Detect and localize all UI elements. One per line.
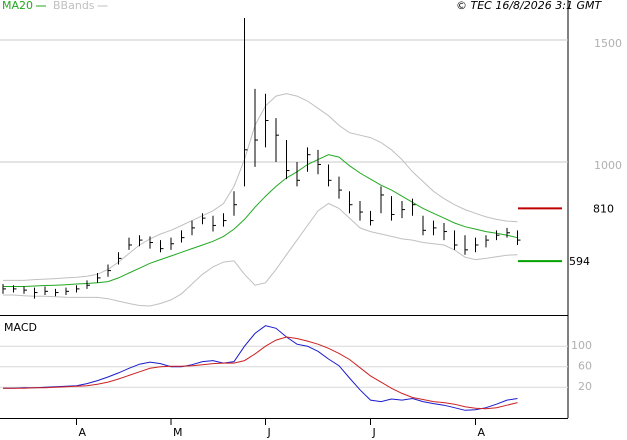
macd-title: MACD <box>4 321 37 334</box>
x-tick-label: A <box>79 426 87 439</box>
macd-line <box>3 325 518 411</box>
macd-line <box>3 336 518 410</box>
bband-upper <box>3 93 518 281</box>
y-tick-label: 20 <box>578 380 592 393</box>
y-tick-label: 1000 <box>594 159 622 172</box>
level-label: 594 <box>569 255 590 268</box>
ma-line <box>3 154 518 287</box>
y-tick-label: 100 <box>571 339 592 352</box>
legend-label: MA20 <box>2 0 33 12</box>
level-label: 810 <box>593 202 614 215</box>
bband-lower <box>3 202 518 307</box>
x-tick-label: A <box>478 426 486 439</box>
x-tick-label: M <box>173 426 183 439</box>
y-tick-label: 1500 <box>594 37 622 50</box>
x-tick-label: J <box>372 426 376 439</box>
x-tick-label: J <box>267 426 271 439</box>
copyright: © TEC 16/8/2026 3:1 GMT <box>456 0 602 12</box>
y-tick-label: 60 <box>578 360 592 373</box>
legend-label: BBands <box>53 0 95 12</box>
